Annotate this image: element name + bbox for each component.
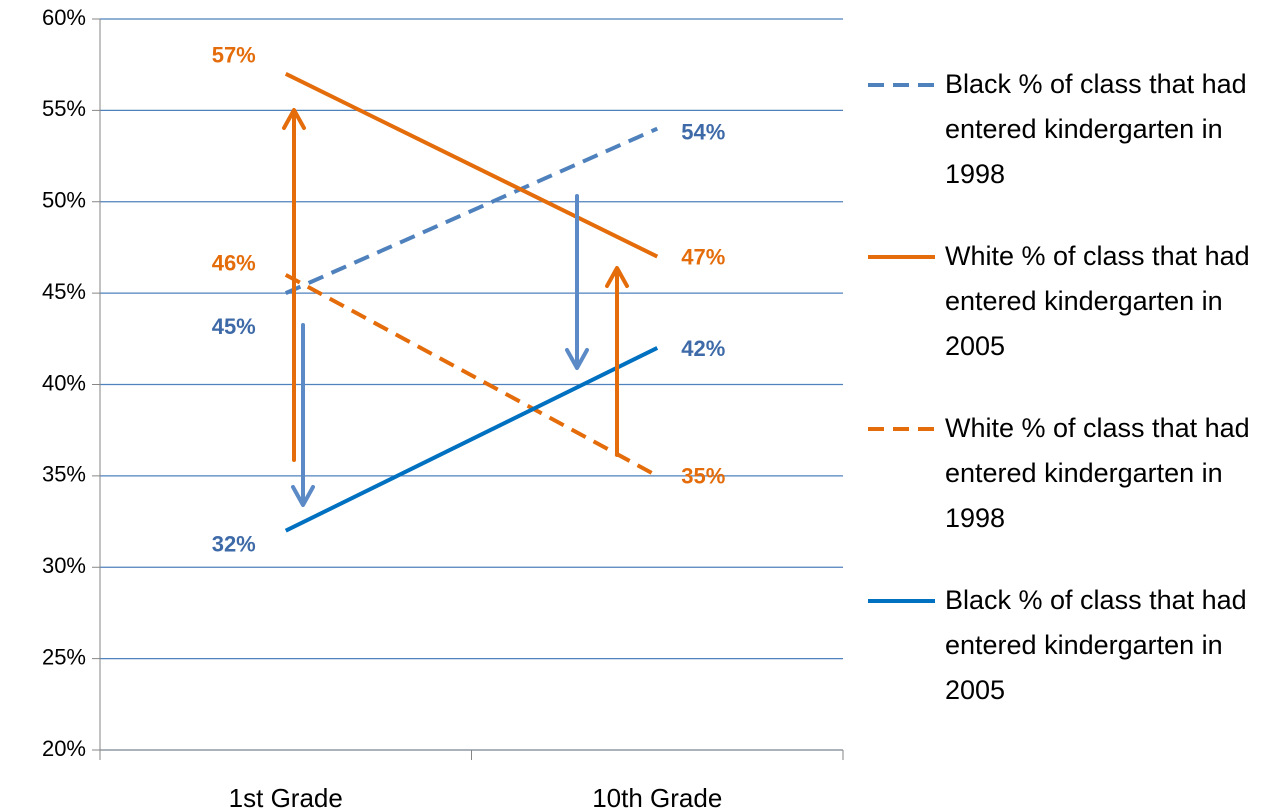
data-label: 57% <box>212 43 256 68</box>
series-line <box>284 126 659 295</box>
y-tick-label: 30% <box>42 553 86 578</box>
y-tick-label: 45% <box>42 279 86 304</box>
y-tick-label: 35% <box>42 462 86 487</box>
x-tick-label: 1st Grade <box>229 783 343 812</box>
data-label: 32% <box>212 532 256 557</box>
arrows <box>282 108 629 507</box>
data-label: 35% <box>681 464 725 489</box>
series-line <box>284 346 659 533</box>
series-line <box>284 273 659 478</box>
data-label: 47% <box>681 244 725 269</box>
data-label: 42% <box>681 336 725 361</box>
data-label: 45% <box>212 314 256 339</box>
legend-label: White % of class that had entered kinder… <box>945 413 1250 533</box>
y-tick-label: 25% <box>42 644 86 669</box>
arrow-head <box>605 266 629 288</box>
legend-label: Black % of class that had entered kinder… <box>945 585 1247 705</box>
y-tick-label: 55% <box>42 96 86 121</box>
y-tick-label: 60% <box>42 5 86 30</box>
arrow-head <box>291 485 315 507</box>
y-tick-label: 50% <box>42 188 86 213</box>
data-label: 46% <box>212 251 256 276</box>
y-tick-label: 20% <box>42 736 86 761</box>
legend-label: White % of class that had entered kinder… <box>945 241 1250 361</box>
arrow-head <box>282 108 306 130</box>
data-label: 54% <box>681 119 725 144</box>
series-line <box>284 72 659 259</box>
y-tick-label: 40% <box>42 370 86 395</box>
arrow-head <box>565 348 589 370</box>
legend-label: Black % of class that had entered kinder… <box>945 69 1247 189</box>
x-tick-label: 10th Grade <box>592 783 722 812</box>
